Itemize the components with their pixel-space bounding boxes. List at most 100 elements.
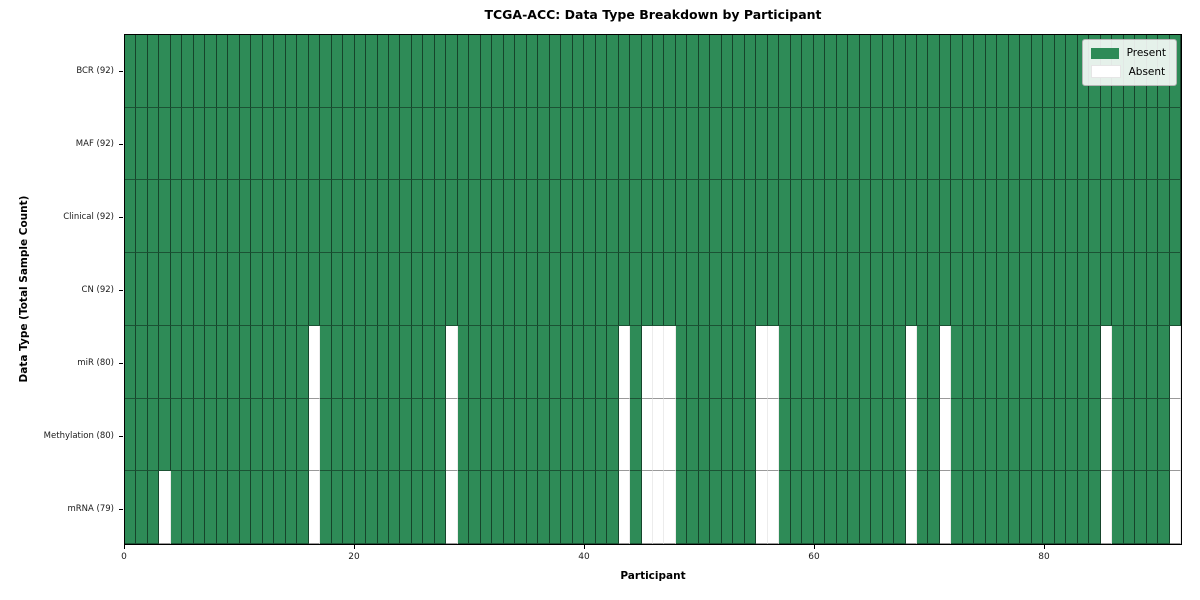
heatmap-cell (951, 35, 963, 108)
heatmap-cell (733, 107, 745, 181)
heatmap-cell (1089, 107, 1101, 181)
heatmap-cell (848, 398, 860, 472)
heatmap-cell (1066, 35, 1078, 108)
heatmap-cell (1020, 398, 1032, 472)
heatmap-cell (457, 253, 470, 326)
heatmap-cell (251, 107, 263, 181)
heatmap-cell (320, 35, 332, 108)
heatmap-cell (182, 471, 194, 544)
heatmap-cell (653, 325, 665, 399)
heatmap-cell (698, 471, 711, 544)
heatmap-cell (1077, 107, 1090, 181)
heatmap-cell (389, 180, 401, 254)
heatmap-cell (997, 471, 1009, 544)
heatmap-cell (1020, 180, 1032, 254)
heatmap-cell (1100, 107, 1113, 181)
heatmap-cell (1043, 253, 1055, 326)
heatmap-cell (767, 325, 780, 399)
heatmap-cell (687, 107, 699, 181)
heatmap-cell (595, 253, 608, 326)
heatmap-cell (859, 35, 872, 108)
heatmap-cell (1054, 253, 1067, 326)
heatmap-cell (274, 253, 286, 326)
heatmap-cell (744, 253, 757, 326)
heatmap-cell (228, 471, 240, 544)
heatmap-cell (664, 253, 676, 326)
heatmap-cell (1077, 325, 1090, 399)
heatmap-cell (1020, 107, 1032, 181)
heatmap-cell (366, 253, 378, 326)
heatmap-cell (710, 398, 722, 472)
heatmap-cell (698, 180, 711, 254)
heatmap-cell (389, 107, 401, 181)
heatmap-cell (790, 253, 803, 326)
y-tick-label: CN (92) (81, 284, 114, 295)
heatmap-cell (526, 398, 539, 472)
heatmap-cell (389, 325, 401, 399)
heatmap-cell (239, 35, 252, 108)
heatmap-cell (985, 253, 998, 326)
heatmap-cell (561, 107, 573, 181)
heatmap-cell (1112, 398, 1124, 472)
heatmap-cell (1020, 35, 1032, 108)
heatmap-cell (400, 398, 412, 472)
heatmap-cell (848, 325, 860, 399)
heatmap-cell (836, 180, 849, 254)
heatmap-cell (354, 471, 367, 544)
heatmap-cell (423, 325, 435, 399)
heatmap-cell (182, 180, 194, 254)
heatmap-cell (641, 35, 653, 108)
heatmap-cell (687, 398, 699, 472)
heatmap-cell (205, 107, 217, 181)
heatmap-cell (618, 180, 631, 254)
heatmap-cell (308, 253, 321, 326)
heatmap-cell (859, 107, 872, 181)
heatmap-cell (159, 253, 171, 326)
heatmap-cell (928, 180, 940, 254)
heatmap-cell (1123, 398, 1136, 472)
heatmap-cell (469, 107, 481, 181)
heatmap-cell (377, 325, 389, 399)
heatmap-cell (894, 253, 906, 326)
heatmap-cell (354, 253, 367, 326)
heatmap-cell (377, 253, 389, 326)
heatmap-cell (285, 107, 298, 181)
heatmap-cell (423, 35, 435, 108)
heatmap-cell (285, 325, 298, 399)
heatmap-cell (1031, 35, 1044, 108)
heatmap-cell (400, 107, 412, 181)
heatmap-cell (239, 253, 252, 326)
heatmap-cell (389, 35, 401, 108)
heatmap-cell (894, 180, 906, 254)
heatmap-cell (503, 35, 516, 108)
heatmap-cell (836, 253, 849, 326)
heatmap-cell (962, 253, 975, 326)
heatmap-cell (366, 398, 378, 472)
heatmap-cell (710, 325, 722, 399)
heatmap-cell (1135, 471, 1147, 544)
heatmap-cell (285, 253, 298, 326)
legend-item-present: Present (1090, 47, 1166, 59)
heatmap-cell (457, 471, 470, 544)
heatmap-cell (767, 107, 780, 181)
heatmap-cell (1112, 253, 1124, 326)
heatmap-cell (492, 107, 504, 181)
heatmap-cell (136, 471, 148, 544)
heatmap-cell (687, 253, 699, 326)
heatmap-cell (894, 325, 906, 399)
heatmap-cell (905, 107, 917, 181)
heatmap-cell (641, 253, 653, 326)
heatmap-cell (400, 35, 412, 108)
heatmap-cell (997, 253, 1009, 326)
heatmap-cell (1169, 325, 1181, 399)
heatmap-cell (1066, 325, 1078, 399)
heatmap-cell (664, 398, 676, 472)
heatmap-cell (492, 471, 504, 544)
heatmap-cell (710, 253, 722, 326)
heatmap-cell (457, 325, 470, 399)
heatmap-cell (790, 398, 803, 472)
heatmap-cell (584, 253, 596, 326)
heatmap-cell (136, 253, 148, 326)
heatmap-cell (744, 35, 757, 108)
heatmap-cell (159, 180, 171, 254)
